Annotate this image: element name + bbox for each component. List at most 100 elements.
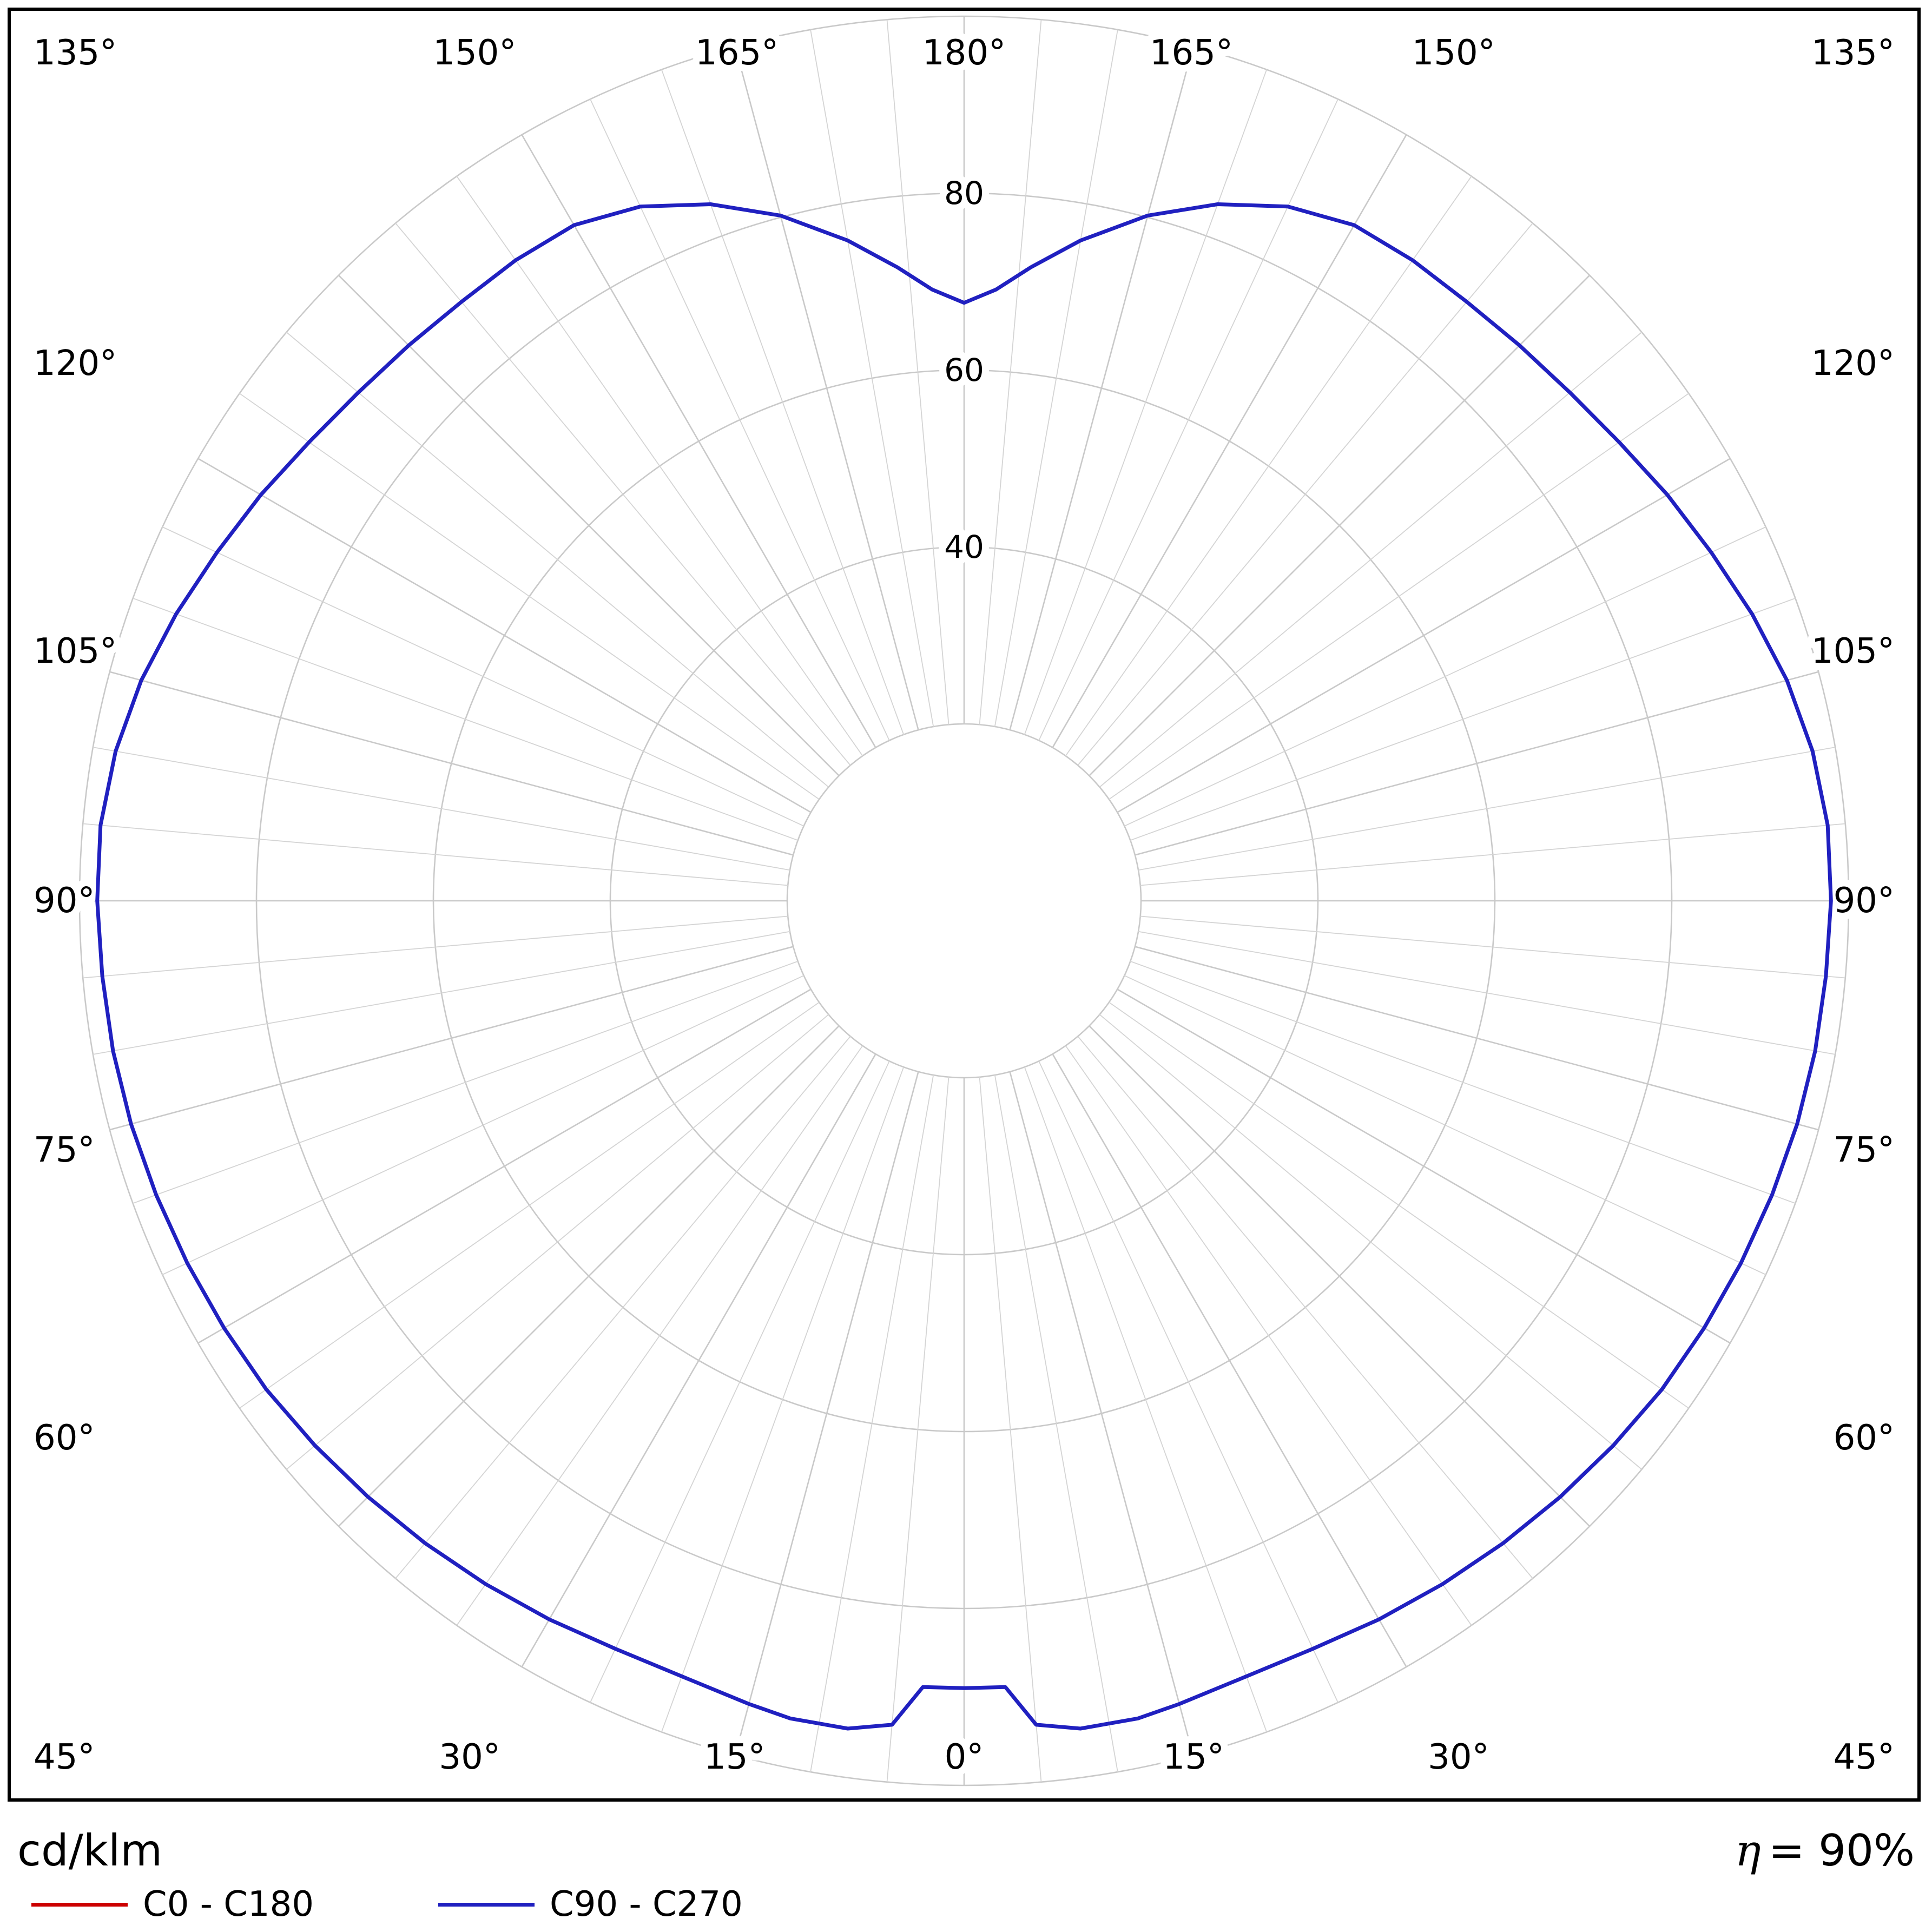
angle-label: 15° <box>1163 1737 1224 1777</box>
grid-spoke <box>83 823 788 886</box>
grid-spoke <box>994 29 1118 727</box>
grid-spoke <box>590 1061 890 1703</box>
grid-spoke <box>1138 747 1836 871</box>
angle-label: 75° <box>34 1130 95 1170</box>
c0-c180-line-icon <box>31 1902 128 1907</box>
grid-spoke <box>338 1025 840 1527</box>
radial-tick-label: 80 <box>944 175 984 212</box>
grid-spoke <box>162 975 804 1275</box>
grid-spoke <box>734 1071 919 1756</box>
angle-labels: 0° 15° 15° 30° 30° 45° 45° 60° 60° 75° 75° 90° 90° 10… <box>27 26 1902 1784</box>
grid-spoke <box>1140 915 1845 979</box>
grid-spoke <box>810 1074 934 1772</box>
grid-spoke <box>1109 1001 1689 1409</box>
grid-ring <box>786 723 1142 1079</box>
grid-spoke <box>133 597 799 841</box>
angle-label: 120° <box>1811 344 1895 384</box>
grid-spoke <box>456 176 863 756</box>
grid-spoke <box>1135 671 1819 856</box>
angle-label: 165° <box>1150 33 1233 73</box>
angle-label: 90° <box>34 881 95 921</box>
grid-spoke <box>1038 98 1338 741</box>
angle-label: 45° <box>1834 1737 1895 1777</box>
legend-item-c0-c180: C0 - C180 <box>31 1884 314 1924</box>
efficiency-label: η = 90% <box>1735 1825 1915 1876</box>
grid-spoke <box>1124 526 1766 827</box>
grid-spoke <box>521 134 876 748</box>
angle-label: 30° <box>1428 1737 1489 1777</box>
grid-spoke <box>395 222 851 766</box>
footer-row: cd/klm η = 90% <box>0 1825 1932 1876</box>
curve-c90-c270 <box>95 202 1833 1731</box>
grid-spoke <box>109 946 794 1131</box>
grid-spoke <box>1009 46 1194 730</box>
grid-spoke <box>109 671 794 856</box>
polar-plot-frame: 40 60 80 0° 15° 15° 30° 30° 45° 45° 60° 60° 75° 75° 90… <box>8 8 1921 1802</box>
grid-spoke <box>83 915 788 979</box>
grid-spoke <box>1052 1053 1407 1667</box>
grid-spoke <box>1065 1045 1472 1626</box>
grid-spoke <box>521 1053 876 1667</box>
grid-spoke <box>1130 960 1796 1204</box>
polar-grid <box>78 15 1850 1786</box>
angle-label: 60° <box>1834 1418 1895 1458</box>
angle-label: 45° <box>34 1737 95 1777</box>
polar-chart: 40 60 80 0° 15° 15° 30° 30° 45° 45° 60° 60° 75° 75° 90… <box>27 15 1902 1786</box>
grid-spoke <box>979 19 1042 725</box>
grid-spoke <box>1130 597 1796 841</box>
grid-spoke <box>1089 1025 1591 1527</box>
grid-spoke <box>1065 176 1472 756</box>
grid-spoke <box>590 98 890 741</box>
angle-label: 15° <box>704 1737 765 1777</box>
units-label: cd/klm <box>17 1825 163 1876</box>
grid-spoke <box>93 747 790 871</box>
grid-spoke <box>1052 134 1407 748</box>
efficiency-value: = 90% <box>1768 1825 1915 1876</box>
grid-spoke <box>1024 69 1268 735</box>
radial-tick-labels: 40 60 80 <box>937 168 991 572</box>
footer: cd/klm η = 90% C0 - C180 C90 - C270 <box>0 1809 1932 1924</box>
grid-spoke <box>1124 975 1766 1275</box>
grid-spoke <box>1009 1071 1194 1756</box>
angle-label: 135° <box>34 33 117 73</box>
grid-spoke <box>886 1077 949 1782</box>
grid-spoke <box>197 458 812 813</box>
grid-spoke <box>1038 1061 1338 1703</box>
angle-label: 120° <box>34 344 117 384</box>
grid-spoke <box>1077 222 1533 766</box>
grid-spoke <box>286 1014 829 1470</box>
grid-spoke <box>1099 332 1643 788</box>
grid-spoke <box>810 29 934 727</box>
grid-spoke <box>1024 1066 1268 1732</box>
angle-label: 150° <box>433 33 516 73</box>
angle-label: 165° <box>695 33 779 73</box>
grid-spoke <box>979 1077 1042 1782</box>
angle-label: 60° <box>34 1418 95 1458</box>
c90-c270-line-icon <box>438 1902 535 1907</box>
grid-spoke <box>395 1036 851 1579</box>
grid-spoke <box>239 1001 820 1409</box>
grid-spoke <box>1077 1036 1533 1579</box>
angle-label: 150° <box>1412 33 1495 73</box>
grid-spoke <box>338 274 840 776</box>
angle-label: 0° <box>945 1737 984 1777</box>
grid-spoke <box>162 526 804 827</box>
grid-spoke <box>734 46 919 730</box>
grid-spoke <box>93 931 790 1055</box>
eta-symbol: η <box>1735 1825 1761 1876</box>
grid-spoke <box>197 988 812 1344</box>
angle-label: 135° <box>1811 33 1895 73</box>
grid-spoke <box>886 19 949 725</box>
angle-label: 105° <box>1811 631 1895 671</box>
grid-spoke <box>286 332 829 788</box>
series-curves <box>95 202 1833 1731</box>
grid-spoke <box>1117 458 1731 813</box>
radial-tick-label: 60 <box>944 352 984 388</box>
grid-spoke <box>994 1074 1118 1772</box>
radial-tick-label: 40 <box>944 529 984 565</box>
grid-spoke <box>1140 823 1845 886</box>
grid-spoke <box>1135 946 1819 1131</box>
grid-spoke <box>1109 393 1689 800</box>
angle-label: 30° <box>439 1737 500 1777</box>
legend: C0 - C180 C90 - C270 <box>31 1884 1932 1924</box>
